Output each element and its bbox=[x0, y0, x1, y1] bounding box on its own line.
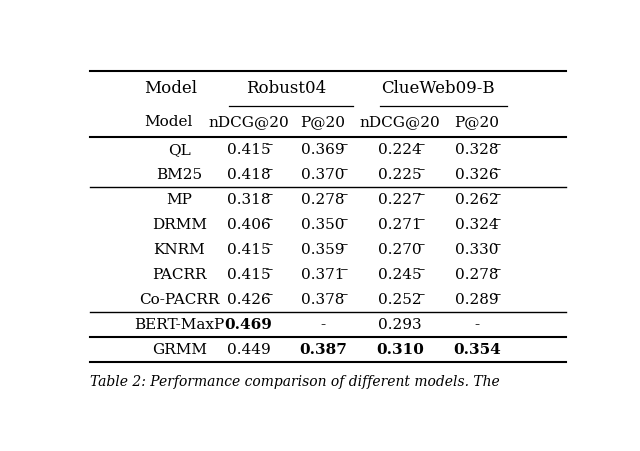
Text: −: − bbox=[417, 141, 425, 150]
Text: −: − bbox=[339, 141, 348, 150]
Text: −: − bbox=[417, 166, 425, 175]
Text: −: − bbox=[339, 266, 348, 275]
Text: −: − bbox=[417, 266, 425, 275]
Text: P@20: P@20 bbox=[301, 115, 346, 129]
Text: 0.415: 0.415 bbox=[227, 143, 271, 157]
Text: 0.270: 0.270 bbox=[378, 243, 422, 257]
Text: -: - bbox=[474, 318, 479, 332]
Text: −: − bbox=[417, 216, 425, 225]
Text: DRMM: DRMM bbox=[152, 218, 207, 232]
Text: MP: MP bbox=[166, 193, 192, 207]
Text: −: − bbox=[265, 166, 274, 175]
Text: BERT-MaxP: BERT-MaxP bbox=[134, 318, 225, 332]
Text: 0.369: 0.369 bbox=[301, 143, 345, 157]
Text: Table 2: Performance comparison of different models. The: Table 2: Performance comparison of diffe… bbox=[90, 375, 500, 389]
Text: 0.354: 0.354 bbox=[453, 343, 500, 357]
Text: 0.225: 0.225 bbox=[378, 168, 422, 182]
Text: 0.359: 0.359 bbox=[301, 243, 345, 257]
Text: Model: Model bbox=[145, 115, 193, 129]
Text: −: − bbox=[265, 216, 274, 225]
Text: nDCG@20: nDCG@20 bbox=[360, 115, 440, 129]
Text: 0.278: 0.278 bbox=[301, 193, 345, 207]
Text: 0.245: 0.245 bbox=[378, 268, 422, 282]
Text: −: − bbox=[339, 166, 348, 175]
Text: Co-PACRR: Co-PACRR bbox=[139, 293, 220, 307]
Text: 0.418: 0.418 bbox=[227, 168, 271, 182]
Text: 0.415: 0.415 bbox=[227, 243, 271, 257]
Text: −: − bbox=[493, 241, 502, 250]
Text: 0.310: 0.310 bbox=[376, 343, 424, 357]
Text: 0.350: 0.350 bbox=[301, 218, 345, 232]
Text: 0.387: 0.387 bbox=[299, 343, 347, 357]
Text: 0.224: 0.224 bbox=[378, 143, 422, 157]
Text: −: − bbox=[493, 216, 502, 225]
Text: 0.370: 0.370 bbox=[301, 168, 345, 182]
Text: −: − bbox=[417, 191, 425, 200]
Text: 0.278: 0.278 bbox=[455, 268, 499, 282]
Text: −: − bbox=[493, 166, 502, 175]
Text: −: − bbox=[339, 241, 348, 250]
Text: −: − bbox=[265, 291, 274, 300]
Text: 0.330: 0.330 bbox=[455, 243, 499, 257]
Text: 0.262: 0.262 bbox=[455, 193, 499, 207]
Text: -: - bbox=[321, 318, 326, 332]
Text: Model: Model bbox=[145, 80, 198, 97]
Text: 0.271: 0.271 bbox=[378, 218, 422, 232]
Text: −: − bbox=[339, 216, 348, 225]
Text: 0.371: 0.371 bbox=[301, 268, 345, 282]
Text: 0.426: 0.426 bbox=[227, 293, 271, 307]
Text: 0.227: 0.227 bbox=[378, 193, 422, 207]
Text: 0.318: 0.318 bbox=[227, 193, 270, 207]
Text: −: − bbox=[265, 266, 274, 275]
Text: 0.406: 0.406 bbox=[227, 218, 271, 232]
Text: PACRR: PACRR bbox=[152, 268, 207, 282]
Text: −: − bbox=[265, 241, 274, 250]
Text: GRMM: GRMM bbox=[152, 343, 207, 357]
Text: −: − bbox=[339, 291, 348, 300]
Text: 0.449: 0.449 bbox=[227, 343, 271, 357]
Text: 0.293: 0.293 bbox=[378, 318, 422, 332]
Text: −: − bbox=[493, 266, 502, 275]
Text: BM25: BM25 bbox=[156, 168, 202, 182]
Text: 0.324: 0.324 bbox=[455, 218, 499, 232]
Text: −: − bbox=[493, 191, 502, 200]
Text: −: − bbox=[339, 191, 348, 200]
Text: Robust04: Robust04 bbox=[246, 80, 326, 97]
Text: 0.378: 0.378 bbox=[301, 293, 345, 307]
Text: −: − bbox=[493, 291, 502, 300]
Text: 0.326: 0.326 bbox=[455, 168, 499, 182]
Text: 0.289: 0.289 bbox=[455, 293, 499, 307]
Text: nDCG@20: nDCG@20 bbox=[208, 115, 289, 129]
Text: 0.469: 0.469 bbox=[225, 318, 273, 332]
Text: −: − bbox=[417, 291, 425, 300]
Text: −: − bbox=[265, 191, 274, 200]
Text: −: − bbox=[417, 241, 425, 250]
Text: KNRM: KNRM bbox=[154, 243, 205, 257]
Text: −: − bbox=[265, 141, 274, 150]
Text: 0.415: 0.415 bbox=[227, 268, 271, 282]
Text: ClueWeb09-B: ClueWeb09-B bbox=[381, 80, 495, 97]
Text: 0.252: 0.252 bbox=[378, 293, 422, 307]
Text: 0.328: 0.328 bbox=[455, 143, 499, 157]
Text: P@20: P@20 bbox=[454, 115, 499, 129]
Text: −: − bbox=[493, 141, 502, 150]
Text: QL: QL bbox=[168, 143, 191, 157]
